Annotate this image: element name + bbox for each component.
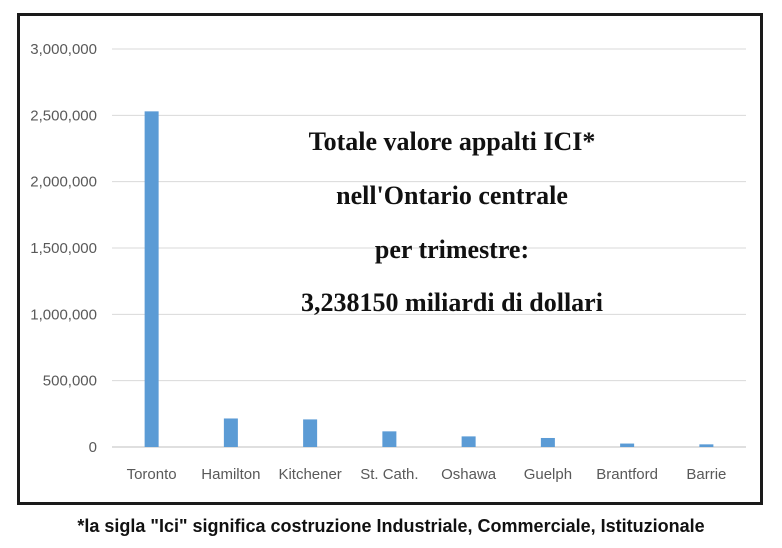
title-line: Totale valore appalti ICI* (309, 127, 596, 156)
y-tick-label: 2,000,000 (30, 174, 97, 191)
category-label: Brantford (596, 466, 658, 483)
bar-oshawa (461, 436, 476, 447)
bar-toronto (144, 111, 159, 447)
footnote: *la sigla "Ici" significa costruzione In… (77, 516, 705, 536)
chart-frame (17, 13, 763, 505)
y-tick-label: 2,500,000 (30, 107, 97, 124)
bar-hamilton (223, 418, 238, 447)
gridlines (112, 48, 746, 448)
y-tick-label: 1,500,000 (30, 240, 97, 257)
title-line: per trimestre: (375, 235, 529, 264)
category-label: St. Cath. (360, 466, 418, 483)
x-axis-categories: Toronto Hamilton Kitchener St. Cath. Oshawa G… (127, 466, 727, 483)
chart-title: Totale valore appalti ICI* nell'Ontario c… (301, 127, 603, 317)
category-label: Toronto (127, 466, 177, 483)
y-axis-ticks: 0 500,000 1,000,000 1,500,000 2,000,000 2,500… (30, 41, 97, 456)
bar-st-cath (382, 431, 397, 447)
title-line: nell'Ontario centrale (336, 181, 568, 210)
y-tick-label: 0 (89, 439, 97, 456)
y-tick-label: 500,000 (43, 373, 97, 390)
bar-barrie (699, 444, 714, 447)
category-label: Oshawa (441, 466, 497, 483)
category-label: Guelph (524, 466, 572, 483)
y-tick-label: 3,000,000 (30, 41, 97, 58)
y-tick-label: 1,000,000 (30, 306, 97, 323)
bar-brantford (620, 443, 635, 447)
category-label: Hamilton (201, 466, 260, 483)
title-line: 3,238150 miliardi di dollari (301, 288, 603, 317)
bars (144, 111, 714, 447)
category-label: Kitchener (278, 466, 341, 483)
category-label: Barrie (686, 466, 726, 483)
bar-kitchener (303, 419, 318, 447)
bar-guelph (540, 437, 555, 447)
